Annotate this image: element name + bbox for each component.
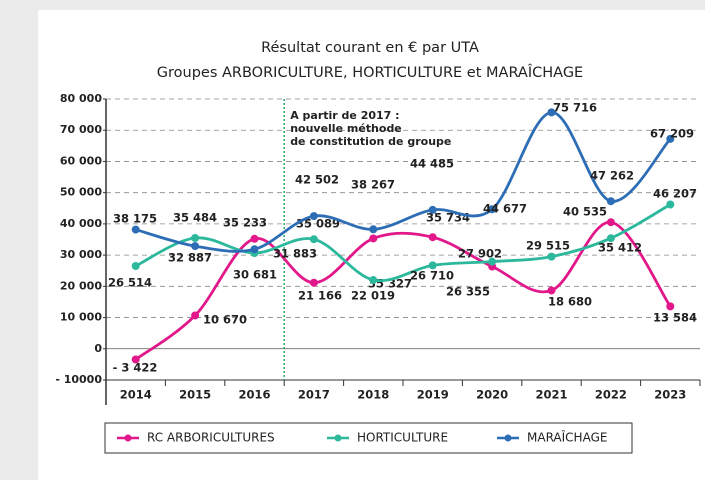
x-tick-label: 2017 [298, 388, 330, 402]
y-tick-label: 80 000 [60, 92, 102, 105]
y-tick-label: 70 000 [60, 123, 102, 136]
point [428, 233, 437, 242]
annotation: nouvelle méthode [290, 122, 402, 135]
point [191, 311, 200, 320]
point [428, 261, 437, 270]
value-label: 75 716 [553, 101, 597, 115]
value-label: 18 680 [548, 295, 592, 309]
y-tick-label: 60 000 [60, 154, 102, 167]
value-label: 13 584 [653, 311, 697, 325]
x-tick-label: 2016 [238, 388, 270, 402]
point [309, 278, 318, 287]
value-label: 30 681 [233, 268, 277, 282]
chart-title: Groupes ARBORICULTURE, HORTICULTURE et M… [157, 63, 583, 81]
y-tick-label: 40 000 [60, 217, 102, 230]
y-tick-label: 50 000 [60, 186, 102, 199]
value-label: 47 262 [590, 169, 634, 183]
point [369, 276, 378, 285]
value-label: 42 502 [295, 173, 339, 187]
x-tick-label: 2015 [179, 388, 211, 402]
value-label: 29 515 [526, 239, 570, 253]
value-label: 35 233 [223, 216, 267, 230]
x-tick-label: 2021 [535, 388, 567, 402]
point [309, 235, 318, 244]
point [250, 245, 259, 254]
point [488, 205, 497, 214]
point [131, 225, 140, 234]
value-label: 22 019 [351, 289, 395, 303]
value-label: 44 485 [410, 157, 454, 171]
x-tick-label: 2014 [120, 388, 152, 402]
series-line [134, 220, 672, 361]
legend-dot [334, 434, 342, 442]
point [666, 200, 675, 209]
point [309, 212, 318, 221]
value-label: 38 267 [351, 178, 395, 192]
x-tick-label: 2022 [595, 388, 627, 402]
value-label: 67 209 [650, 127, 694, 141]
legend-dot [504, 434, 512, 442]
point [666, 134, 675, 143]
value-label: 10 670 [203, 313, 247, 327]
legend-box [104, 422, 633, 454]
annotation: A partir de 2017 : [290, 109, 399, 122]
value-label: 44 677 [483, 202, 527, 216]
point [369, 234, 378, 243]
value-label: 40 535 [563, 205, 607, 219]
value-label: 35 089 [296, 217, 340, 231]
y-tick-label: 20 000 [60, 279, 102, 292]
point [369, 225, 378, 234]
value-label: 27 902 [458, 247, 502, 261]
value-label: 31 883 [273, 247, 317, 261]
y-tick-label: 0 [94, 342, 102, 355]
chart-title: Résultat courant en € par UTA [261, 40, 479, 56]
point [547, 286, 556, 295]
y-tick-label: - 10000 [55, 373, 102, 386]
value-label: 35 412 [598, 241, 642, 255]
x-tick-label: 2019 [417, 388, 449, 402]
value-label: 32 887 [168, 251, 212, 265]
y-tick-label: 30 000 [60, 248, 102, 261]
x-tick-label: 2018 [357, 388, 389, 402]
point [547, 108, 556, 117]
value-label: 35 484 [173, 211, 217, 225]
point [606, 197, 615, 206]
point [428, 205, 437, 214]
point [488, 257, 497, 266]
point [606, 234, 615, 243]
value-label: 26 514 [108, 276, 152, 290]
value-label: 21 166 [298, 289, 342, 303]
point [250, 234, 259, 243]
x-tick-label: 2020 [476, 388, 508, 402]
legend-label: HORTICULTURE [357, 431, 448, 445]
point [606, 218, 615, 227]
annotation: de constitution de groupe [290, 135, 451, 148]
point [131, 261, 140, 270]
series-line [135, 203, 671, 283]
legend-label: RC ARBORICULTURES [147, 431, 275, 445]
value-label: 38 175 [113, 212, 157, 226]
value-label: 26 710 [410, 269, 454, 283]
point [666, 302, 675, 311]
legend-label: MARAÎCHAGE [527, 430, 607, 445]
value-label: 46 207 [653, 187, 697, 201]
legend-dot [124, 434, 132, 442]
y-tick-label: 10 000 [60, 311, 102, 324]
value-label: - 3 422 [113, 361, 158, 375]
x-tick-label: 2023 [654, 388, 686, 402]
point [191, 233, 200, 242]
point [191, 242, 200, 251]
point [547, 252, 556, 261]
point [131, 355, 140, 364]
value-label: 26 355 [446, 285, 490, 299]
